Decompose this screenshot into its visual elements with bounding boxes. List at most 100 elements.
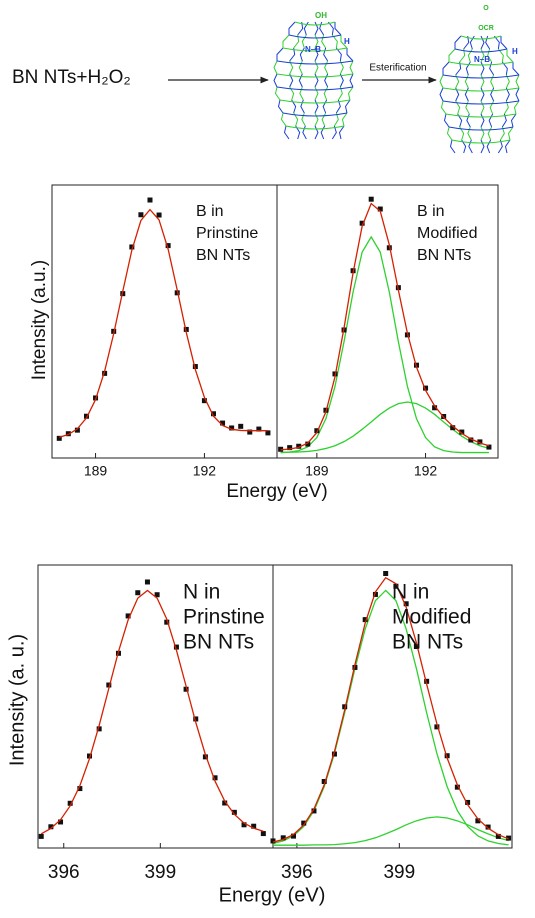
fit-curve [280, 235, 489, 454]
data-point [201, 398, 207, 404]
tube-ring [442, 74, 520, 79]
annotation: BN NTs [417, 247, 471, 264]
data-point [296, 443, 302, 449]
tube-ring [282, 112, 348, 117]
data-point [220, 420, 226, 426]
annotation: BN NTs [196, 247, 250, 264]
data-point [229, 425, 235, 431]
tube-ring [451, 139, 511, 144]
data-point [65, 431, 71, 437]
scheme: BN NTs+H₂O₂ Esterification OH N–B H O OC… [12, 5, 520, 154]
tube-bond [442, 61, 520, 76]
data-point [231, 809, 237, 815]
annotation: B in [196, 203, 224, 220]
data-point [377, 206, 383, 212]
y-axis-label: Intensity (a.u.) [29, 260, 50, 380]
data-point [290, 833, 296, 839]
data-point [383, 570, 389, 576]
tube-ring [448, 61, 514, 66]
fit-curve [40, 589, 264, 835]
data-point [83, 413, 89, 419]
annotation: N in [183, 581, 220, 604]
y-axis-label: Intensity (a. u.) [6, 634, 28, 766]
tube-bond [446, 126, 514, 141]
tube-bond [273, 73, 354, 88]
data-point [193, 716, 199, 722]
data-point [256, 426, 262, 432]
group-label: H [344, 37, 350, 46]
data-point [129, 244, 135, 250]
data-point [450, 425, 456, 431]
fit-curve [280, 202, 490, 451]
data-point [135, 590, 141, 596]
data-point [475, 818, 481, 824]
data-point [372, 591, 378, 597]
data-point [454, 784, 460, 790]
data-point [144, 579, 150, 585]
data-point [314, 428, 320, 434]
data-point [270, 838, 276, 844]
data-point [106, 682, 112, 688]
tube-ring [294, 21, 336, 26]
data-point [486, 444, 492, 450]
data-point [251, 823, 257, 829]
x-tick-label: 399 [383, 862, 415, 883]
tube-ring [276, 86, 354, 91]
plot-frame [272, 564, 513, 849]
tube-bond [273, 60, 354, 75]
nanotube [273, 21, 354, 140]
data-point [164, 619, 170, 625]
data-point [485, 824, 491, 830]
data-point [173, 644, 179, 650]
fit-curve [272, 576, 509, 843]
tube-ring [288, 34, 342, 39]
data-point [495, 833, 501, 839]
data-point [77, 786, 83, 792]
data-point [342, 704, 348, 710]
reactant: BN NTs+H₂O₂ [12, 67, 131, 88]
data-point [359, 220, 365, 226]
tube-bond [440, 100, 520, 115]
data-point [260, 831, 266, 837]
tube-bond [276, 47, 354, 62]
data-point [413, 644, 419, 650]
data-point [247, 429, 253, 435]
reaction-label: Esterification [369, 63, 426, 74]
data-point [280, 835, 286, 841]
panel: 189 192 B in Modified BN NTs [276, 184, 499, 479]
data-point [210, 411, 216, 417]
fit-curve [280, 401, 490, 454]
x-tick-label: 399 [144, 862, 176, 883]
group-label: N–B [474, 55, 490, 64]
annotation: BN NTs [183, 631, 254, 654]
annotation: B in [417, 203, 445, 220]
tube-bond [439, 87, 520, 102]
data-point [393, 583, 399, 589]
tube-ring [279, 99, 351, 104]
data-point [238, 423, 244, 429]
data-point [265, 430, 271, 436]
data-point [321, 778, 327, 784]
data-point [241, 822, 247, 828]
data-point [125, 613, 131, 619]
tube-ring [282, 47, 348, 52]
data-point [67, 800, 73, 806]
group-label: N–B [305, 45, 321, 54]
fit-curve [59, 208, 268, 438]
data-point [165, 243, 171, 249]
data-point [434, 724, 440, 730]
data-point [301, 820, 307, 826]
data-point [311, 808, 317, 814]
plot-frame [276, 184, 499, 459]
data-point [331, 751, 337, 757]
x-tick-label: 192 [193, 463, 217, 479]
tube-ring [445, 113, 517, 118]
data-point [506, 835, 512, 841]
data-point [156, 212, 162, 218]
data-point [305, 441, 311, 447]
data-point [154, 592, 160, 598]
x-tick-label: 396 [48, 862, 80, 883]
x-axis-label: Energy (eV) [219, 884, 326, 906]
